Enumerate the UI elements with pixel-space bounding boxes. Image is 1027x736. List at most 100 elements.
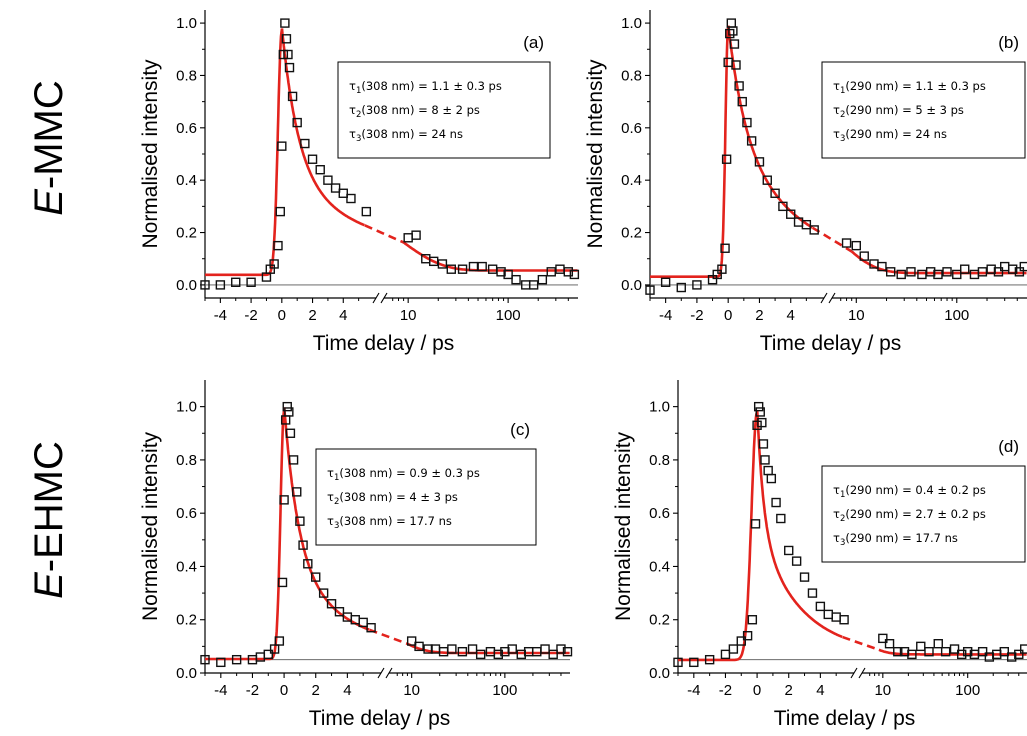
data-point [274, 636, 285, 646]
x-tick-label: -4 [214, 682, 227, 699]
data-point [361, 206, 372, 217]
data-point [292, 117, 302, 128]
data-point [311, 572, 321, 582]
x-tick-label: 10 [400, 307, 417, 324]
data-point [776, 513, 786, 524]
legend-entry-2: τ2(290 nm) = 5 ± 3 ps [833, 103, 964, 120]
data-point [485, 646, 496, 657]
y-tick-label: 0.6 [176, 505, 197, 522]
data-point [246, 277, 256, 287]
legend-value: (308 nm) = 1.1 ± 0.3 ps [361, 79, 502, 93]
fit-curve-linear [650, 25, 813, 278]
row-label-rest: -MMC [27, 80, 71, 189]
data-point [952, 269, 962, 280]
legend-entry-2: τ2(290 nm) = 2.7 ± 0.2 ps [833, 507, 986, 524]
data-point [755, 407, 765, 417]
data-point [969, 269, 980, 280]
data-point [285, 428, 296, 438]
data-point [949, 644, 960, 654]
x-tick-label: -2 [246, 682, 259, 699]
data-point [563, 267, 574, 277]
y-tick-label: 0.8 [176, 452, 197, 469]
data-point [540, 644, 550, 654]
data-point [556, 644, 566, 654]
data-point [277, 577, 288, 588]
data-point [507, 644, 517, 654]
x-axis-title: Time delay / ps [313, 332, 455, 355]
legend-entry-2: τ2(308 nm) = 4 ± 3 ps [327, 490, 458, 507]
data-point [771, 497, 781, 508]
data-point [721, 154, 732, 164]
x-tick-label: -4 [214, 307, 227, 324]
data-point [532, 646, 542, 657]
data-point [884, 639, 895, 649]
fit-curve-linear [205, 28, 365, 277]
data-point [1006, 652, 1017, 662]
data-point [546, 267, 556, 277]
data-point [851, 240, 861, 251]
y-tick-label: 0.4 [621, 172, 642, 189]
x-tick-label: 2 [312, 682, 320, 699]
data-point [548, 649, 558, 660]
legend-value: (290 nm) = 0.4 ± 0.2 ps [845, 483, 986, 497]
data-point [269, 644, 280, 654]
y-tick-label: 0.0 [176, 665, 197, 682]
y-axis-title: Normalised intensity [139, 59, 162, 249]
data-point [315, 165, 325, 175]
data-point [273, 240, 283, 251]
legend-symbol: τ [349, 127, 356, 141]
y-tick-label: 1.0 [649, 399, 670, 416]
data-point [977, 267, 988, 277]
data-point [1014, 267, 1025, 277]
legend-frame [821, 465, 1026, 563]
legend-value: (308 nm) = 0.9 ± 0.3 ps [339, 466, 480, 480]
data-point [801, 219, 812, 230]
data-point [940, 646, 951, 657]
data-point [358, 617, 368, 628]
x-tick-label: 100 [492, 682, 517, 699]
data-point [231, 654, 242, 665]
legend-frame [315, 448, 537, 546]
panel-c: 0.0 0.2 0.4 0.6 0.8 1.0 -4 -2 0 2 4 10 100 Time delay… [139, 380, 573, 730]
y-tick-label: 0.0 [176, 277, 197, 294]
x-tick-label: 0 [753, 682, 761, 699]
data-point [493, 649, 503, 660]
data-point [275, 206, 285, 217]
data-point [277, 141, 287, 151]
y-tick-label: 0.2 [176, 612, 197, 629]
data-point [893, 646, 903, 657]
fit-curve-bridge [811, 226, 853, 253]
data-point [300, 138, 310, 149]
data-point [503, 269, 513, 280]
axis-break-mark [828, 292, 836, 304]
legend-subscript: 3 [356, 134, 361, 144]
fit-curve-bridge [842, 635, 880, 652]
data-point [823, 609, 833, 620]
data-point [280, 18, 290, 28]
y-tick-label: 0.4 [649, 558, 670, 575]
y-tick-label: 0.2 [649, 612, 670, 629]
legend-entry-3: τ3(290 nm) = 17.7 ns [833, 531, 958, 548]
legend-subscript: 2 [840, 110, 845, 120]
legend-subscript: 1 [840, 490, 845, 500]
data-point [467, 644, 478, 654]
row-label-rest: -EHMC [27, 441, 71, 572]
data-point [885, 267, 896, 277]
data-point [815, 601, 826, 612]
x-tick-label: 2 [785, 682, 793, 699]
data-point [859, 251, 869, 261]
data-point [334, 607, 345, 617]
data-point [326, 599, 337, 609]
legend-entry-3: τ3(308 nm) = 17.7 ns [327, 514, 452, 531]
data-point [729, 39, 740, 49]
data-point [1014, 649, 1024, 660]
data-point [999, 646, 1009, 657]
x-tick-label: -2 [244, 307, 257, 324]
data-point [770, 188, 780, 198]
panel-label: (b) [998, 33, 1019, 52]
data-point [216, 657, 226, 668]
data-point [437, 259, 448, 269]
data-point [758, 439, 769, 449]
legend-symbol: τ [833, 127, 840, 141]
